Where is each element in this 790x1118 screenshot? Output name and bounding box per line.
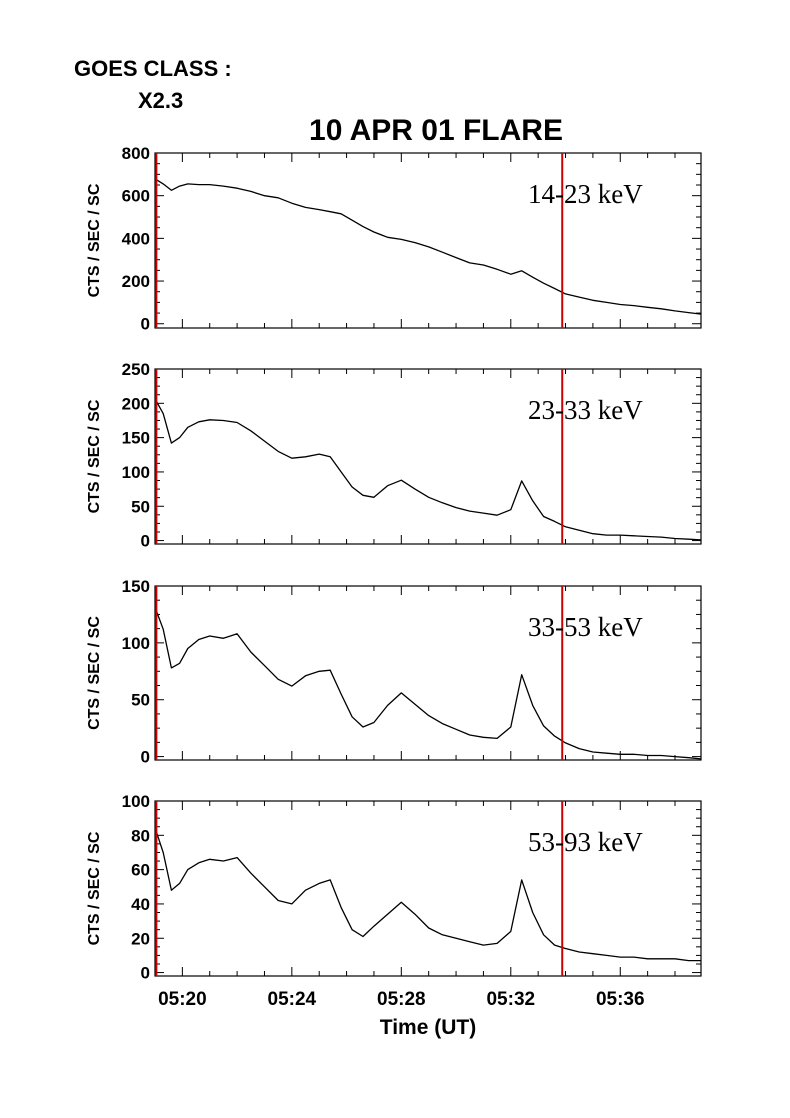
panel-1: 0 200 400 600 800 CTS / SEC / SC 14-23 keV — [86, 144, 702, 334]
y-tick-label: 150 — [122, 429, 150, 448]
y-tick-label: 100 — [122, 634, 150, 653]
x-axis-label: Time (UT) — [380, 1016, 476, 1039]
y-tick-label: 50 — [131, 691, 150, 710]
y-tick-label: 800 — [122, 144, 150, 163]
y-tick-label: 400 — [122, 229, 150, 248]
y-axis-label: CTS / SEC / SC — [86, 399, 103, 513]
x-tick-label: 05:24 — [268, 989, 317, 1010]
y-tick-label: 40 — [131, 895, 150, 914]
y-tick-label: 250 — [122, 360, 150, 379]
y-tick-label: 600 — [122, 187, 150, 206]
y-tick-label: 0 — [141, 748, 150, 767]
plot-frame — [154, 368, 702, 545]
energy-band-label: 33-53 keV — [528, 612, 643, 642]
y-tick-label: 100 — [122, 792, 150, 811]
y-tick-label: 200 — [122, 394, 150, 413]
y-tick-label: 150 — [122, 577, 150, 596]
count-rate-line — [155, 831, 701, 962]
panel-3: 0 50 100 150 CTS / SEC / SC 33-53 keV — [86, 577, 702, 767]
energy-band-label: 14-23 keV — [528, 179, 643, 209]
plot-frame — [154, 800, 702, 977]
y-tick-label: 0 — [141, 532, 150, 551]
energy-band-label: 23-33 keV — [528, 395, 643, 425]
x-tick-label: 05:28 — [377, 989, 426, 1010]
y-tick-label: 50 — [131, 497, 150, 516]
y-tick-label: 0 — [141, 964, 150, 983]
plot-frame — [154, 152, 702, 329]
count-rate-line — [155, 610, 702, 760]
y-tick-label: 80 — [131, 826, 150, 845]
panel-2: 0 50 100 150 200 250 CTS / SEC / SC 23-33 keV — [86, 360, 702, 551]
y-tick-label: 200 — [122, 272, 150, 291]
goes-class-label: GOES CLASS : — [74, 56, 232, 81]
y-tick-label: 0 — [141, 315, 150, 334]
panel-4: 0 20 40 60 80 100 CTS / SEC / SC 53-93 keV — [86, 792, 702, 983]
count-rate-line — [156, 179, 702, 315]
y-axis-label: CTS / SEC / SC — [86, 183, 103, 297]
y-axis-label: CTS / SEC / SC — [86, 616, 103, 730]
x-tick-label: 05:20 — [158, 989, 207, 1010]
y-axis-label: CTS / SEC / SC — [86, 831, 103, 945]
y-tick-label: 20 — [131, 929, 150, 948]
energy-band-label: 53-93 keV — [528, 827, 643, 857]
goes-class-value: X2.3 — [138, 88, 184, 113]
plot-frame — [154, 585, 702, 761]
count-rate-line — [155, 400, 702, 541]
x-tick-label: 05:36 — [596, 989, 645, 1010]
chart-title: 10 APR 01 FLARE — [309, 114, 563, 147]
y-tick-label: 100 — [122, 463, 150, 482]
x-tick-label: 05:32 — [486, 989, 535, 1010]
y-tick-label: 60 — [131, 861, 150, 880]
